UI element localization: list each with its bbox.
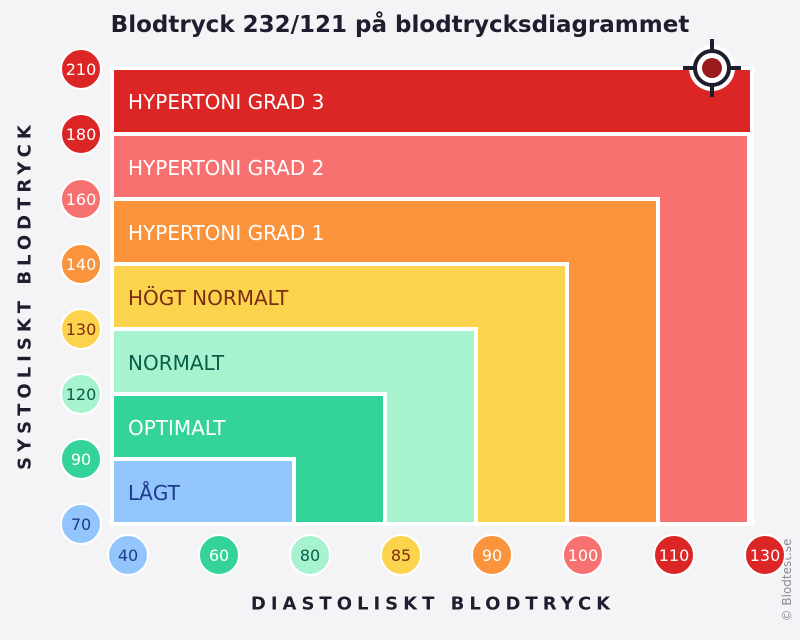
y-tick-label: 120 (66, 385, 97, 404)
y-tick-label: 130 (66, 320, 97, 339)
zone-label: OPTIMALT (128, 416, 226, 440)
bp-marker-icon (683, 39, 741, 97)
x-tick-130 (744, 534, 786, 576)
x-tick-label: 60 (209, 546, 229, 565)
zone-label: LÅGT (128, 481, 181, 505)
x-tick-100 (562, 534, 604, 576)
zone-label: HÖGT NORMALT (128, 286, 289, 310)
y-tick-140 (60, 243, 102, 285)
y-tick-180 (60, 113, 102, 155)
x-tick-label: 80 (300, 546, 320, 565)
x-tick-label: 130 (750, 546, 781, 565)
x-tick-110 (653, 534, 695, 576)
x-tick-label: 85 (391, 546, 411, 565)
y-tick-label: 180 (66, 125, 97, 144)
x-tick-label: 90 (482, 546, 502, 565)
x-axis-label: DIASTOLISKT BLODTRYCK (250, 593, 616, 615)
chart-title: Blodtryck 232/121 på blodtrycksdiagramme… (110, 12, 690, 38)
marker-dot (702, 58, 722, 78)
x-tick-40 (107, 534, 149, 576)
zone-lågt (110, 457, 296, 526)
y-tick-160 (60, 178, 102, 220)
y-tick-90 (60, 438, 102, 480)
x-tick-60 (198, 534, 240, 576)
y-tick-70 (60, 503, 102, 545)
x-tick-80 (289, 534, 331, 576)
y-tick-label: 210 (66, 60, 97, 79)
y-tick-label: 160 (66, 190, 97, 209)
y-tick-label: 140 (66, 255, 97, 274)
x-tick-label: 100 (568, 546, 599, 565)
y-tick-130 (60, 308, 102, 350)
zone-label: HYPERTONI GRAD 1 (128, 221, 324, 245)
x-tick-90 (471, 534, 513, 576)
y-tick-210 (60, 48, 102, 90)
x-tick-label: 40 (118, 546, 138, 565)
zone-label: NORMALT (128, 351, 225, 375)
zone-label: HYPERTONI GRAD 3 (128, 90, 324, 114)
y-tick-label: 90 (71, 450, 91, 469)
y-tick-120 (60, 373, 102, 415)
x-tick-85 (380, 534, 422, 576)
y-tick-label: 70 (71, 515, 91, 534)
zone-label: HYPERTONI GRAD 2 (128, 156, 324, 180)
x-tick-label: 110 (659, 546, 690, 565)
